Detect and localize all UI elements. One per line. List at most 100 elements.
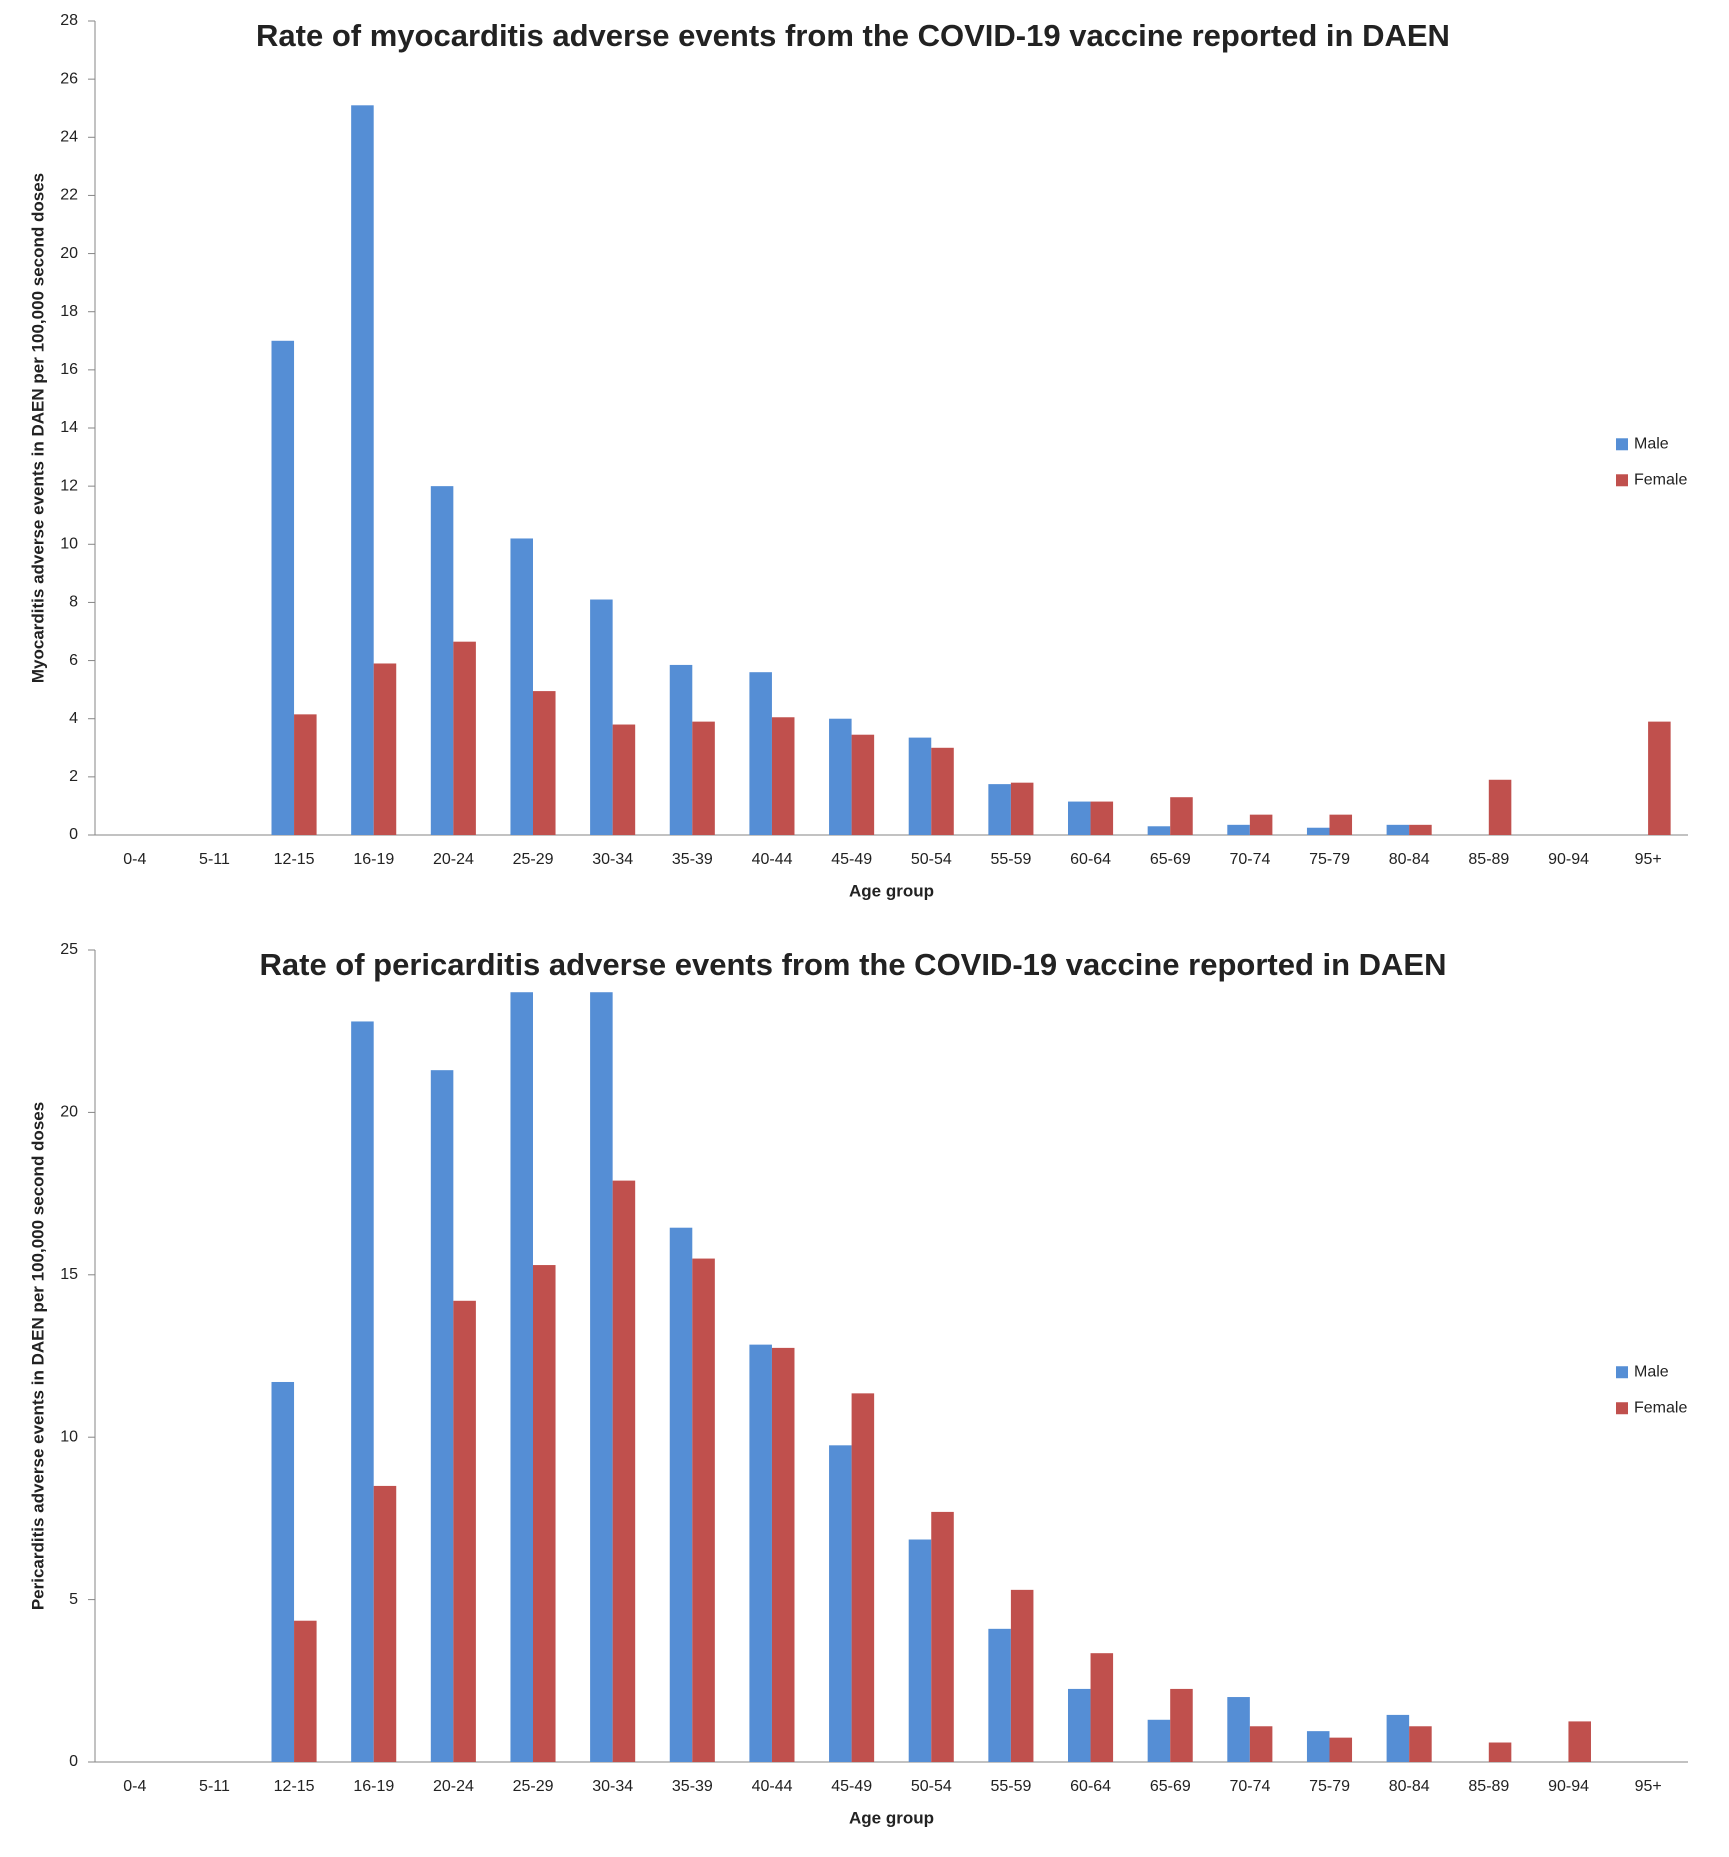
bar (1409, 824, 1432, 835)
bar (1386, 1714, 1410, 1762)
bar (1170, 797, 1193, 835)
y-tick-label: 0 (69, 1753, 78, 1770)
bar (829, 1445, 852, 1762)
bar (590, 599, 613, 835)
bar (851, 1393, 875, 1762)
bar (1306, 1731, 1330, 1762)
x-tick-label: 45-49 (831, 1778, 872, 1795)
y-tick-label: 10 (60, 1428, 78, 1445)
bar (1068, 801, 1091, 835)
y-tick-label: 6 (69, 652, 78, 669)
y-tick-label: 10 (60, 536, 78, 553)
chart-title: Rate of myocarditis adverse events from … (256, 18, 1450, 53)
x-tick-label: 90-94 (1548, 851, 1589, 868)
legend-label: Male (1634, 1363, 1669, 1380)
bar (430, 486, 454, 835)
x-tick-label: 30-34 (592, 1778, 633, 1795)
x-tick-label: 70-74 (1229, 851, 1270, 868)
bar (1568, 1721, 1591, 1762)
y-tick-label: 25 (60, 941, 78, 958)
y-tick-label: 26 (60, 70, 78, 87)
bar (1329, 814, 1353, 835)
bar (1648, 721, 1671, 835)
y-tick-label: 5 (69, 1591, 78, 1608)
bar (453, 1300, 476, 1762)
legend-label: Female (1634, 1399, 1687, 1416)
x-tick-label: 75-79 (1309, 851, 1350, 868)
legend-swatch (1616, 474, 1628, 487)
x-tick-label: 5-11 (199, 1778, 230, 1795)
x-tick-label: 85-89 (1468, 1778, 1509, 1795)
x-tick-label: 60-64 (1070, 1778, 1111, 1795)
x-tick-label: 65-69 (1150, 1778, 1191, 1795)
x-tick-label: 95+ (1635, 1778, 1662, 1795)
bar (829, 718, 852, 835)
x-tick-label: 5-11 (199, 851, 230, 868)
bar (1090, 1653, 1114, 1762)
bar (532, 691, 556, 835)
bar (510, 538, 533, 835)
x-tick-label: 35-39 (672, 1778, 713, 1795)
bar (931, 747, 954, 835)
bar (373, 663, 397, 835)
bar (373, 1485, 397, 1762)
y-tick-label: 12 (60, 477, 78, 494)
bar (294, 1620, 317, 1762)
bar (669, 664, 693, 835)
legend-label: Male (1634, 435, 1669, 452)
legend-swatch (1616, 438, 1628, 451)
y-tick-label: 16 (60, 361, 78, 378)
bar (1068, 1688, 1091, 1762)
bar (1090, 801, 1114, 835)
legend-swatch (1616, 1402, 1628, 1415)
bar (271, 1381, 295, 1762)
bar (1010, 1589, 1034, 1762)
bar (1488, 779, 1512, 835)
x-tick-label: 16-19 (353, 1778, 394, 1795)
bar (1249, 814, 1273, 835)
y-tick-label: 24 (60, 129, 78, 146)
x-tick-label: 12-15 (274, 851, 315, 868)
bar (908, 1539, 932, 1762)
bar (692, 1258, 715, 1762)
x-tick-label: 95+ (1635, 851, 1662, 868)
legend-label: Female (1634, 471, 1687, 488)
bar (988, 1628, 1011, 1762)
x-tick-label: 16-19 (353, 851, 394, 868)
bar (669, 1227, 693, 1762)
x-tick-label: 25-29 (513, 851, 554, 868)
y-tick-label: 8 (69, 594, 78, 611)
x-tick-label: 20-24 (433, 1778, 474, 1795)
y-tick-label: 20 (60, 245, 78, 262)
bar (532, 1265, 556, 1762)
x-tick-label: 75-79 (1309, 1778, 1350, 1795)
x-tick-label: 65-69 (1150, 851, 1191, 868)
bar (931, 1511, 954, 1762)
y-tick-label: 2 (69, 768, 78, 785)
y-tick-label: 15 (60, 1266, 78, 1283)
x-tick-label: 60-64 (1070, 851, 1111, 868)
bar (271, 340, 295, 835)
bar (453, 641, 476, 835)
chart-title: Rate of pericarditis adverse events from… (260, 947, 1447, 982)
bar (1386, 824, 1410, 835)
bar (510, 992, 533, 1762)
bar (1147, 1719, 1171, 1762)
x-tick-label: 55-59 (991, 851, 1032, 868)
bar (1227, 824, 1250, 835)
bar (612, 1180, 636, 1762)
bar (771, 717, 795, 835)
x-tick-label: 40-44 (752, 1778, 793, 1795)
bar (851, 734, 875, 835)
x-tick-label: 25-29 (513, 1778, 554, 1795)
bar (908, 737, 932, 835)
bar (1147, 826, 1171, 835)
y-axis-title: Pericarditis adverse events in DAEN per … (28, 1102, 47, 1610)
bar (1488, 1742, 1512, 1762)
x-axis-title: Age group (849, 881, 934, 900)
bar (692, 721, 715, 835)
bar (1249, 1726, 1273, 1762)
bar (430, 1070, 454, 1762)
